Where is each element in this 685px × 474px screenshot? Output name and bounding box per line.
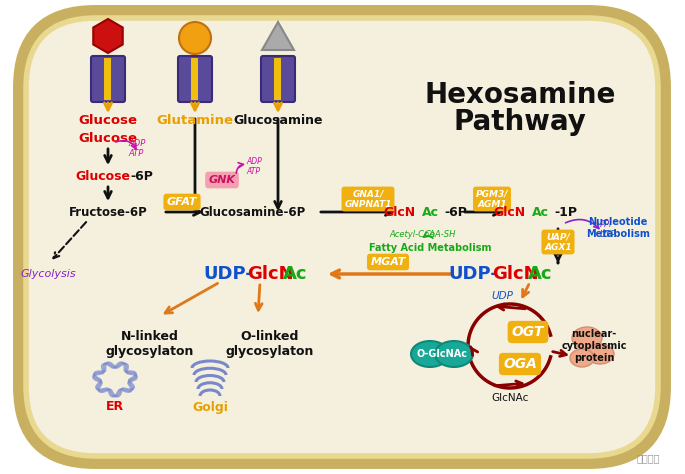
Text: Nucleotide
Metabolism: Nucleotide Metabolism <box>586 217 650 239</box>
Text: Glutamine: Glutamine <box>156 113 234 127</box>
Text: OGT: OGT <box>512 325 544 339</box>
Text: ER: ER <box>106 401 124 413</box>
Text: GlcN: GlcN <box>384 206 416 219</box>
FancyBboxPatch shape <box>261 56 295 102</box>
Text: Glycolysis: Glycolysis <box>20 269 76 279</box>
Text: ADP: ADP <box>128 139 145 148</box>
Circle shape <box>179 22 211 54</box>
Text: GlcN: GlcN <box>492 265 538 283</box>
Text: 糖甲大院: 糖甲大院 <box>636 453 660 463</box>
Text: GlcN: GlcN <box>247 265 294 283</box>
Text: PGM3/
AGM1: PGM3/ AGM1 <box>476 189 508 209</box>
Text: O-GlcNAc: O-GlcNAc <box>416 349 467 359</box>
Text: Pathway: Pathway <box>453 108 586 136</box>
Ellipse shape <box>411 341 449 367</box>
Bar <box>105 58 112 100</box>
Text: Glucose: Glucose <box>79 131 138 145</box>
Text: Acetyl-CoA: Acetyl-CoA <box>389 229 435 238</box>
Text: UAP/
AGX1: UAP/ AGX1 <box>544 232 572 252</box>
Text: UDP: UDP <box>491 291 513 301</box>
Text: PPi: PPi <box>600 219 612 228</box>
Text: -1P: -1P <box>554 206 577 219</box>
FancyBboxPatch shape <box>20 12 664 462</box>
Polygon shape <box>93 19 123 53</box>
Text: -6P: -6P <box>130 170 153 182</box>
Text: MGAT: MGAT <box>371 257 406 267</box>
Text: GNA1/
GNPNAT1: GNA1/ GNPNAT1 <box>345 189 392 209</box>
Ellipse shape <box>572 327 602 349</box>
Bar <box>192 58 199 100</box>
Text: nuclear-
cytoplasmic
protein: nuclear- cytoplasmic protein <box>561 329 627 363</box>
Text: GlcNAc: GlcNAc <box>491 393 529 403</box>
Text: GFAT: GFAT <box>166 197 197 207</box>
Text: OGA: OGA <box>503 357 537 371</box>
Text: UDP-: UDP- <box>203 265 253 283</box>
Text: Ac: Ac <box>283 265 308 283</box>
Polygon shape <box>262 22 294 50</box>
Bar <box>275 58 282 100</box>
Text: ATP: ATP <box>128 149 143 158</box>
Text: Glucosamine-6P: Glucosamine-6P <box>200 206 306 219</box>
Ellipse shape <box>435 341 473 367</box>
FancyBboxPatch shape <box>91 56 125 102</box>
Text: UDP-: UDP- <box>448 265 498 283</box>
Ellipse shape <box>586 344 614 364</box>
Text: Glucose: Glucose <box>75 170 131 182</box>
Text: ATP: ATP <box>246 167 260 176</box>
Text: Ac: Ac <box>532 206 549 219</box>
Text: GNK: GNK <box>208 175 236 185</box>
Text: Golgi: Golgi <box>192 401 228 414</box>
Text: Fatty Acid Metabolism: Fatty Acid Metabolism <box>369 243 491 253</box>
Text: -6P: -6P <box>444 206 467 219</box>
Text: Glucosamine: Glucosamine <box>234 113 323 127</box>
Text: N-linked
glycosylaton: N-linked glycosylaton <box>105 330 194 358</box>
FancyBboxPatch shape <box>178 56 212 102</box>
Text: Hexosamine: Hexosamine <box>424 81 616 109</box>
Text: GlcN: GlcN <box>494 206 526 219</box>
Ellipse shape <box>570 349 594 367</box>
Text: Fructose-6P: Fructose-6P <box>68 206 147 219</box>
Text: Ac: Ac <box>421 206 438 219</box>
Text: O-linked
glycosylaton: O-linked glycosylaton <box>226 330 314 358</box>
Text: Glucose: Glucose <box>79 113 138 127</box>
Text: UTP: UTP <box>600 229 616 238</box>
Text: CoA-SH: CoA-SH <box>424 229 456 238</box>
Text: ADP: ADP <box>246 157 262 166</box>
Text: Ac: Ac <box>528 265 553 283</box>
